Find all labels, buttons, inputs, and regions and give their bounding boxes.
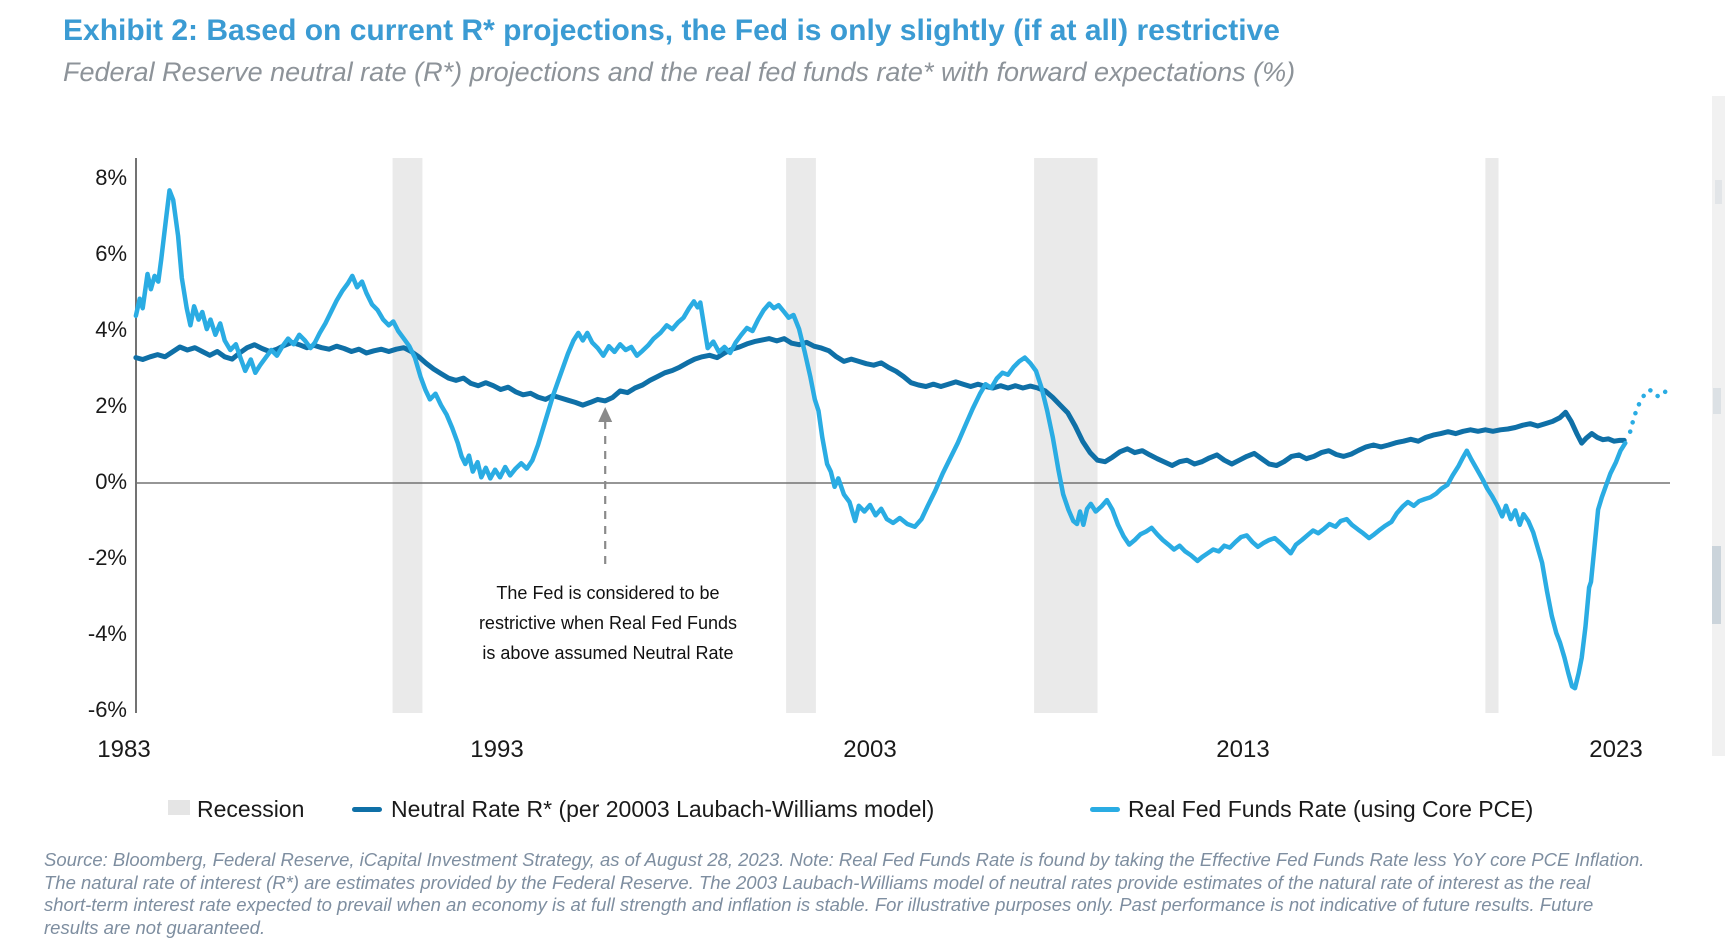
x-tick-label: 2003 <box>843 736 897 763</box>
annotation-line-1: The Fed is considered to be <box>496 583 720 603</box>
recession-band <box>1034 158 1098 713</box>
y-tick-label: 8% <box>95 165 127 190</box>
x-tick-label: 2013 <box>1216 736 1270 763</box>
legend-label-neutral-rate: Neutral Rate R* (per 20003 Laubach-Willi… <box>391 796 935 822</box>
y-tick-label: 0% <box>95 469 127 494</box>
legend-label-real-fed-funds: Real Fed Funds Rate (using Core PCE) <box>1128 796 1534 822</box>
x-tick-label: 1983 <box>97 736 151 763</box>
forward-expectations-dotted-line <box>1627 387 1668 434</box>
page-edge-smudge <box>1713 388 1721 414</box>
annotation-arrowhead-icon <box>598 407 613 422</box>
source-line-4: results are not guaranteed. <box>44 916 266 938</box>
y-tick-label: -2% <box>87 545 127 570</box>
source-line-2: The natural rate of interest (R*) are es… <box>44 871 1591 893</box>
source-line-1: Source: Bloomberg, Federal Reserve, iCap… <box>44 849 1645 870</box>
page-edge-smudge <box>1715 180 1722 204</box>
annotation-line-3: is above assumed Neutral Rate <box>482 643 734 663</box>
real-fed-funds-line-swatch <box>1090 807 1120 812</box>
annotation-line-2: restrictive when Real Fed Funds <box>478 613 738 633</box>
recession-band <box>1485 158 1499 713</box>
real-fed-funds-line <box>133 188 1628 691</box>
restrictive-annotation: The Fed is considered to be restrictive … <box>447 578 769 668</box>
legend-label-recession: Recession <box>197 796 305 822</box>
source-note: Source: Bloomberg, Federal Reserve, iCap… <box>44 849 1644 939</box>
neutral-rate-line <box>133 336 1627 468</box>
recession-swatch <box>168 800 190 815</box>
page-edge-smudge <box>1712 546 1721 624</box>
exhibit-title: Exhibit 2: Based on current R* projectio… <box>63 14 1280 47</box>
y-tick-label: -4% <box>87 621 127 646</box>
x-tick-label: 2023 <box>1589 736 1643 763</box>
neutral-rate-line-swatch <box>352 807 382 812</box>
exhibit-subtitle: Federal Reserve neutral rate (R*) projec… <box>63 57 1296 87</box>
recession-band <box>392 158 423 713</box>
y-tick-label: -6% <box>87 697 127 722</box>
source-line-3: short-term interest rate expected to pre… <box>44 894 1594 916</box>
x-tick-label: 1993 <box>470 736 524 763</box>
y-tick-label: 4% <box>95 317 127 342</box>
recession-band <box>786 158 816 713</box>
y-tick-label: 6% <box>95 241 127 266</box>
y-tick-label: 2% <box>95 393 127 418</box>
